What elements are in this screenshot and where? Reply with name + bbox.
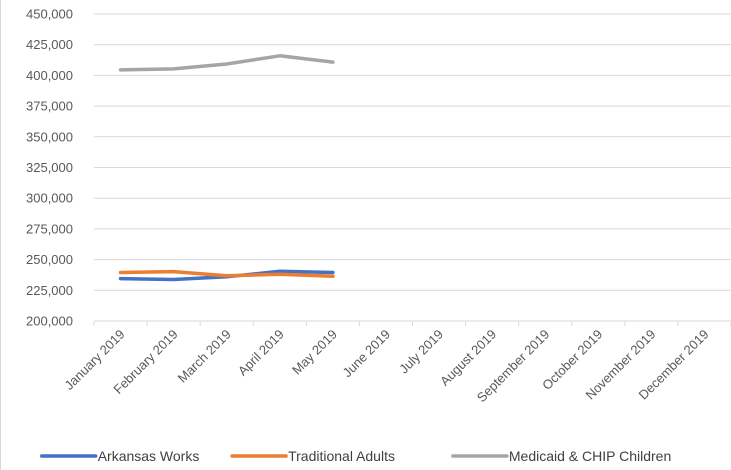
legend-label: Traditional Adults bbox=[288, 448, 395, 464]
series-lines bbox=[118, 54, 335, 282]
legend-label: Arkansas Works bbox=[98, 448, 200, 464]
y-tick-label: 300,000 bbox=[26, 191, 73, 206]
y-tick-label: 250,000 bbox=[26, 252, 73, 267]
y-tick-label: 450,000 bbox=[26, 7, 73, 22]
axes bbox=[93, 320, 731, 326]
legend-item: Arkansas Works bbox=[39, 448, 200, 464]
y-tick-label: 350,000 bbox=[26, 129, 73, 144]
series-line bbox=[118, 54, 335, 72]
y-axis-tick-labels: 200,000 225,000 250,000 275,000 300,000 325,0… bbox=[26, 7, 73, 329]
x-tick-label: July 2019 bbox=[396, 327, 446, 377]
x-tick-label: June 2019 bbox=[340, 327, 394, 381]
legend-item: Medicaid & CHIP Children bbox=[451, 448, 671, 464]
series-line bbox=[118, 269, 335, 278]
gridlines bbox=[94, 13, 731, 291]
y-tick-label: 225,000 bbox=[26, 283, 73, 298]
y-tick-label: 200,000 bbox=[26, 314, 73, 329]
legend-item: Traditional Adults bbox=[230, 448, 395, 464]
y-tick-label: 375,000 bbox=[26, 99, 73, 114]
y-tick-label: 400,000 bbox=[26, 68, 73, 83]
legend: Arkansas Works Traditional Adults Medicaid… bbox=[39, 448, 671, 464]
x-tick-label: March 2019 bbox=[175, 327, 234, 386]
y-tick-label: 425,000 bbox=[26, 37, 73, 52]
y-tick-label: 325,000 bbox=[26, 160, 73, 175]
legend-label: Medicaid & CHIP Children bbox=[509, 448, 671, 464]
y-tick-label: 275,000 bbox=[26, 221, 73, 236]
x-tick-label: April 2019 bbox=[235, 327, 287, 379]
x-tick-label: May 2019 bbox=[289, 327, 340, 378]
